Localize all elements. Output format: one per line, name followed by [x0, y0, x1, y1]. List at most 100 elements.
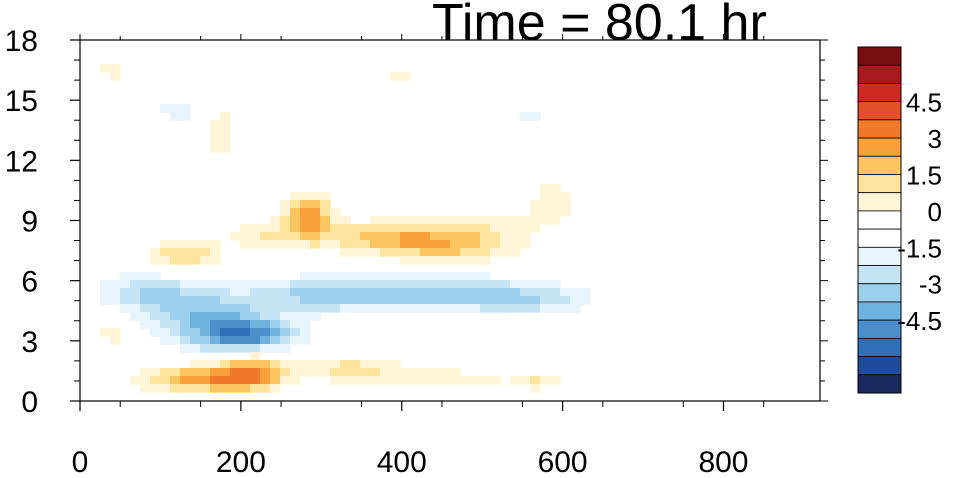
heatmap-cell [450, 280, 461, 289]
heatmap-cell [280, 200, 291, 209]
heatmap-cell [360, 376, 371, 385]
heatmap-cell [290, 304, 301, 313]
heatmap-cell [290, 328, 301, 337]
x-tick-label: 200 [216, 446, 266, 473]
heatmap-cell [290, 216, 301, 225]
y-tick-label: 0 [21, 386, 38, 419]
heatmap-cell [480, 288, 491, 297]
heatmap-cell [370, 240, 381, 249]
heatmap-cell [300, 200, 311, 209]
heatmap-cell [550, 280, 561, 289]
heatmap-cell [220, 328, 231, 337]
heatmap-cell [160, 320, 171, 329]
heatmap-cell [350, 232, 361, 241]
heatmap-cell [390, 232, 401, 241]
y-tick-label: 6 [21, 266, 38, 299]
heatmap-cell [110, 296, 121, 305]
heatmap-cell [570, 288, 581, 297]
heatmap-cell [550, 304, 561, 313]
heatmap-cell [530, 200, 541, 209]
colorbar-box [857, 64, 902, 84]
heatmap-cell [360, 304, 371, 313]
heatmap-cell [320, 232, 331, 241]
heatmap-cell [370, 376, 381, 385]
heatmap-cell [450, 368, 461, 377]
heatmap-cell [530, 296, 541, 305]
heatmap-cell [240, 304, 251, 313]
heatmap-cell [300, 224, 311, 233]
heatmap-cell [260, 368, 271, 377]
heatmap-cell [340, 224, 351, 233]
heatmap-cell [230, 344, 241, 353]
heatmap-cell [170, 288, 181, 297]
y-tick-label: 18 [5, 25, 38, 58]
heatmap-cell [350, 272, 361, 281]
heatmap-cell [170, 104, 181, 113]
heatmap-cell [270, 216, 281, 225]
heatmap-cell [380, 376, 391, 385]
heatmap-cell [150, 256, 161, 265]
heatmap-cell [470, 280, 481, 289]
heatmap-cell [380, 272, 391, 281]
heatmap-cell [210, 360, 221, 369]
heatmap-cell [450, 272, 461, 281]
heatmap-cell [240, 312, 251, 321]
heatmap-cell [290, 200, 301, 209]
heatmap-cell [440, 376, 451, 385]
heatmap-cell [120, 296, 131, 305]
heatmap-cell [380, 288, 391, 297]
heatmap-cell [270, 224, 281, 233]
heatmap-cell [530, 376, 541, 385]
heatmap-cell [560, 200, 571, 209]
heatmap-cell [220, 320, 231, 329]
heatmap-cell [170, 280, 181, 289]
heatmap-cell [510, 248, 521, 257]
heatmap-cell [520, 240, 531, 249]
heatmap-cell [280, 240, 291, 249]
heatmap-cell [110, 328, 121, 337]
heatmap-cell [260, 320, 271, 329]
colorbar-label: 4.5 [906, 88, 942, 118]
heatmap-cell [170, 384, 181, 393]
heatmap-cell [210, 144, 221, 153]
heatmap-cell [490, 296, 501, 305]
heatmap-cell [460, 296, 471, 305]
heatmap-cell [140, 272, 151, 281]
heatmap-cell [180, 304, 191, 313]
heatmap-cell [280, 328, 291, 337]
colorbar-box [857, 228, 902, 248]
heatmap-cell [330, 296, 341, 305]
heatmap-cell [380, 360, 391, 369]
heatmap-cell [320, 368, 331, 377]
y-tick-label: 15 [5, 85, 38, 118]
heatmap-cell [330, 368, 341, 377]
heatmap-cell [220, 144, 231, 153]
heatmap-cell [100, 328, 111, 337]
heatmap-cell [450, 240, 461, 249]
heatmap-cell [520, 296, 531, 305]
heatmap-cell [370, 272, 381, 281]
heatmap-cell [290, 312, 301, 321]
heatmap-cell [270, 328, 281, 337]
colorbar-box [857, 155, 902, 175]
heatmap-cell [160, 240, 171, 249]
heatmap-cell [470, 216, 481, 225]
heatmap-cell [180, 288, 191, 297]
heatmap-cell [210, 120, 221, 129]
heatmap-cell [480, 304, 491, 313]
heatmap-cell [210, 128, 221, 137]
heatmap-cell [380, 296, 391, 305]
heatmap-cell [230, 288, 241, 297]
heatmap-cell [300, 208, 311, 217]
heatmap-cell [240, 336, 251, 345]
heatmap-cell [460, 256, 471, 265]
heatmap-cell [370, 248, 381, 257]
heatmap-cell [210, 328, 221, 337]
heatmap-cell [300, 240, 311, 249]
heatmap-cell [380, 232, 391, 241]
heatmap-cell [280, 224, 291, 233]
heatmap-cell [320, 288, 331, 297]
heatmap-cell [320, 192, 331, 201]
heatmap-cell [150, 272, 161, 281]
heatmap-cell [480, 376, 491, 385]
